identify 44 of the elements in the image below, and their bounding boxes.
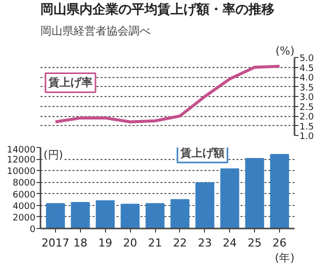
bar: [146, 203, 165, 228]
x-axis-title: (年): [274, 252, 295, 264]
x-tick-label: 20: [123, 236, 138, 250]
bar: [220, 168, 240, 228]
bar: [195, 182, 214, 228]
x-tick-label: 2017: [41, 236, 70, 250]
x-tick-label: 22: [172, 236, 187, 250]
y-tick-label: 5.0: [300, 54, 314, 64]
y-tick-label: 6000: [12, 190, 36, 200]
chart-title: 岡山県内企業の平均賃上げ額・率の推移: [40, 2, 274, 18]
series-label: 賃上げ額: [179, 146, 224, 160]
y-tick-label: 3.5: [300, 83, 314, 94]
bar: [96, 200, 115, 228]
y-axis-title: (円): [44, 148, 64, 162]
y-tick-label: 10000: [6, 167, 36, 178]
x-tick-label: 25: [248, 236, 262, 250]
y-tick-label: 2.5: [300, 102, 314, 113]
x-tick-label: 23: [198, 236, 212, 250]
y-tick-label: 14000: [6, 146, 36, 156]
bar: [245, 158, 264, 228]
y-tick-label: 0: [30, 225, 36, 235]
bar: [46, 203, 65, 228]
y-tick-label: 8000: [12, 178, 36, 189]
bar: [120, 204, 140, 228]
y-axis-title: (%): [275, 44, 295, 58]
bar: [70, 202, 90, 228]
y-tick-label: 1.5: [300, 122, 314, 132]
y-tick-label: 12000: [6, 156, 36, 166]
bar: [170, 199, 190, 228]
x-tick-label: 19: [98, 236, 112, 250]
x-tick-label: 24: [222, 236, 237, 250]
y-tick-label: 4.5: [300, 64, 314, 74]
text: 賃上げ率: [47, 76, 92, 90]
y-tick-label: 4.0: [300, 74, 314, 84]
y-tick-label: 3.0: [300, 93, 314, 103]
x-tick-label: 18: [73, 236, 88, 250]
chart-subtitle: 岡山県経営者協会調べ: [40, 24, 150, 38]
y-tick-label: 2.0: [300, 112, 314, 122]
y-tick-label: 2000: [12, 213, 36, 224]
x-tick-label: 21: [148, 236, 162, 250]
y-tick-label: 4000: [12, 202, 36, 212]
bar: [270, 154, 290, 228]
y-tick-label: 1.0: [300, 132, 314, 142]
x-tick-label: 26: [272, 236, 287, 250]
